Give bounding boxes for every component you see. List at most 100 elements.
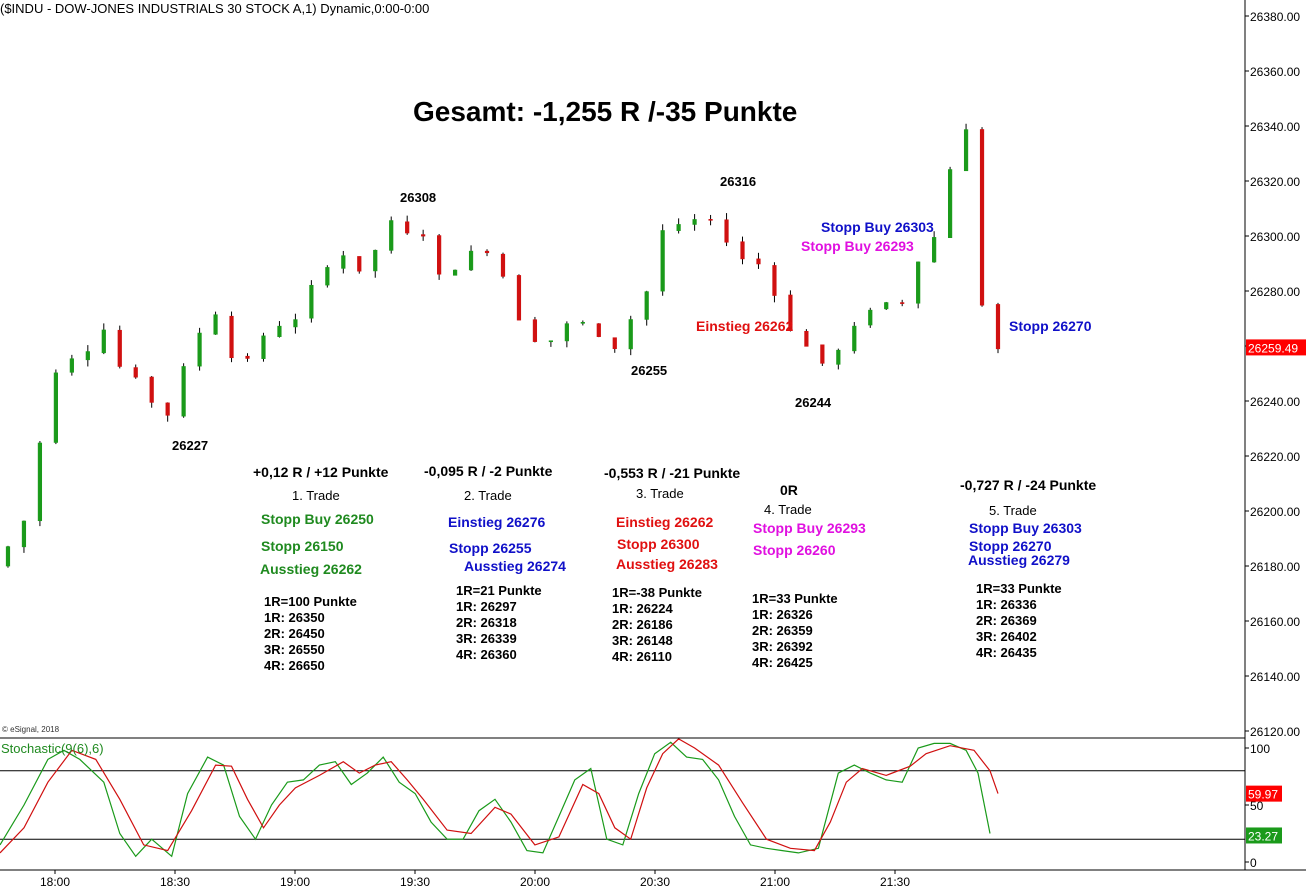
trade-line: Ausstieg 26283 <box>616 556 718 572</box>
trade-line: Einstieg 26276 <box>448 514 546 530</box>
trade-line: Einstieg 26262 <box>616 514 714 530</box>
candle-body <box>452 269 458 276</box>
candle-body <box>756 258 761 265</box>
r-level: 4R: 26360 <box>456 647 517 662</box>
price-tick-label: 26200.00 <box>1250 505 1300 519</box>
price-tick-label: 26380.00 <box>1250 10 1300 24</box>
candle-body <box>932 237 937 263</box>
time-tick-label: 20:00 <box>520 875 550 889</box>
r-level: 4R: 26650 <box>264 658 325 673</box>
candle-body <box>612 337 617 350</box>
r-level: 1R: 26297 <box>456 599 517 614</box>
r-level: 1R: 26336 <box>976 597 1037 612</box>
time-tick-label: 20:30 <box>640 875 670 889</box>
price-tick-label: 26120.00 <box>1250 725 1300 739</box>
candle-body <box>229 315 234 359</box>
r-level: 3R: 26148 <box>612 633 673 648</box>
candle-body <box>37 442 43 522</box>
candle-body <box>357 256 362 272</box>
price-tick-label: 26140.00 <box>1250 670 1300 684</box>
candle-body <box>692 219 697 225</box>
trade-name: 3. Trade <box>636 486 684 501</box>
trade-name: 1. Trade <box>292 488 340 503</box>
annotation-stopp-buy: Stopp Buy 26303 <box>821 219 934 235</box>
stoch-tick-label: 0 <box>1250 856 1257 870</box>
trade-result: -0,553 R / -21 Punkte <box>604 465 741 481</box>
candle-body <box>437 235 442 275</box>
r-level: 1R: 26326 <box>752 607 813 622</box>
r-level: 2R: 26369 <box>976 613 1037 628</box>
candle-body <box>852 325 857 352</box>
candle-body <box>900 302 905 304</box>
stoch-value-label: 59.97 <box>1248 788 1278 802</box>
r-level: 3R: 26402 <box>976 629 1037 644</box>
candle-body <box>181 366 186 417</box>
candle-body <box>596 323 601 337</box>
candle-body <box>995 304 1001 350</box>
candle-body <box>133 367 138 378</box>
candle-body <box>708 219 713 221</box>
candle-body <box>772 265 777 296</box>
copyright: © eSignal, 2018 <box>2 725 60 734</box>
last-price-label: 26259.49 <box>1248 341 1298 355</box>
candle-body <box>628 319 633 350</box>
trade-line: Stopp 26260 <box>753 542 836 558</box>
r-level: 4R: 26435 <box>976 645 1037 660</box>
candle-body <box>660 230 665 292</box>
candle-body <box>21 520 27 548</box>
price-tick-label: 26340.00 <box>1250 120 1300 134</box>
trade-line: Stopp Buy 26303 <box>969 520 1082 536</box>
candle-body <box>117 329 122 367</box>
candle-body <box>101 329 106 354</box>
candle-body <box>69 358 74 373</box>
candle-body <box>644 291 649 320</box>
candle-body <box>740 241 745 260</box>
trade-result: -0,095 R / -2 Punkte <box>424 463 553 479</box>
candle-body <box>724 219 729 243</box>
r-level: 4R: 26425 <box>752 655 813 670</box>
r-level: 2R: 26186 <box>612 617 673 632</box>
price-tick-label: 26300.00 <box>1250 230 1300 244</box>
trade-line: Ausstieg 26279 <box>968 552 1070 568</box>
candle-body <box>213 314 218 335</box>
stoch-tick-label: 50 <box>1250 799 1264 813</box>
price-tick-label: 26180.00 <box>1250 560 1300 574</box>
trade-line: Ausstieg 26262 <box>260 561 362 577</box>
trade-line: Stopp Buy 26250 <box>261 511 374 527</box>
candle-body <box>516 275 522 321</box>
pivot-label: 26308 <box>400 190 437 205</box>
candle-body <box>341 255 346 269</box>
candle-body <box>149 376 154 403</box>
candle-body <box>548 340 553 343</box>
candle-body <box>532 319 538 342</box>
stoch-tick-label: 100 <box>1250 742 1270 756</box>
candle-body <box>405 221 410 234</box>
trade-name: 4. Trade <box>764 502 812 517</box>
candle-body <box>804 330 809 347</box>
candle-body <box>245 355 250 359</box>
last-price-box <box>1246 339 1306 356</box>
pivot-label: 26255 <box>631 363 668 378</box>
r-level: 4R: 26110 <box>612 649 672 664</box>
candle-body <box>963 129 969 172</box>
r-level: 3R: 26392 <box>752 639 813 654</box>
annotation-stopp-buy: Stopp Buy 26293 <box>801 238 914 254</box>
candle-body <box>916 261 921 304</box>
candle-body <box>373 249 378 272</box>
trade-line: Stopp Buy 26293 <box>753 520 866 536</box>
r-level: 1R=-38 Punkte <box>612 585 702 600</box>
candle-body <box>500 253 506 277</box>
time-tick-label: 19:30 <box>400 875 430 889</box>
trade-line: Ausstieg 26274 <box>464 558 566 574</box>
stochastic-panel <box>0 738 1245 858</box>
price-tick-label: 26320.00 <box>1250 175 1300 189</box>
candle-body <box>53 372 58 443</box>
trade-name: 2. Trade <box>464 488 512 503</box>
r-level: 3R: 26550 <box>264 642 325 657</box>
candle-body <box>676 224 681 231</box>
pivot-label: 26316 <box>720 174 757 189</box>
candle-body <box>165 402 170 416</box>
r-level: 2R: 26318 <box>456 615 517 630</box>
r-level: 1R=33 Punkte <box>752 591 838 606</box>
